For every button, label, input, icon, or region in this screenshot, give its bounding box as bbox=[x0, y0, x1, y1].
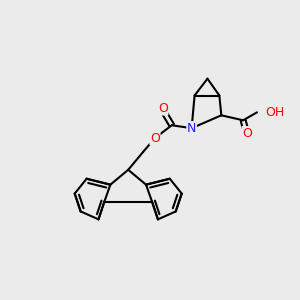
Text: OH: OH bbox=[265, 106, 284, 119]
Text: O: O bbox=[150, 132, 160, 145]
Text: O: O bbox=[158, 102, 168, 115]
Text: N: N bbox=[187, 122, 196, 135]
Text: O: O bbox=[242, 127, 252, 140]
